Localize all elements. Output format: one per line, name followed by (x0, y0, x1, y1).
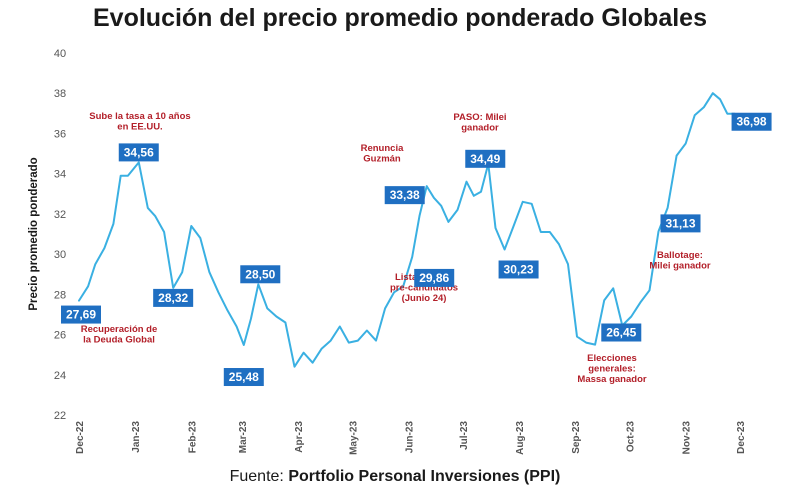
y-tick-label: 26 (54, 330, 66, 342)
annotation-line: la Deuda Global (83, 335, 155, 346)
series-line (78, 92, 736, 368)
x-tick-label: Jan-23 (131, 421, 142, 453)
value-labels: 27,69 34,56 28,32 25,48 28,50 33,38 29,86 34,49… (61, 112, 772, 387)
annotation-line: Sube la tasa a 10 años (89, 111, 190, 122)
annotation-line: pre-candidatos (390, 283, 458, 294)
annotation-line: Massa ganador (577, 374, 646, 385)
chart-title: Evolución del precio promedio ponderado … (93, 4, 707, 32)
value-label-box (660, 214, 701, 233)
x-tick-label: Jun-23 (405, 421, 416, 454)
value-label: 26,45 (601, 323, 642, 342)
value-label-box (601, 323, 642, 342)
value-label-box (118, 143, 159, 162)
value-label-text: 29,86 (419, 271, 449, 285)
x-tick-label: Sep-23 (571, 421, 582, 454)
value-label: 31,13 (660, 214, 701, 233)
value-label-text: 28,32 (158, 291, 188, 305)
annotation-line: generales: (588, 364, 636, 375)
y-tick-label: 32 (54, 209, 66, 221)
y-tick-label: 28 (54, 289, 66, 301)
annotation: Recuperación de la Deuda Global (81, 324, 158, 346)
value-label-box (731, 112, 772, 131)
y-tick-label: 36 (54, 128, 66, 140)
annotation-line: Recuperación de (81, 324, 158, 335)
value-label-text: 34,56 (124, 145, 154, 159)
value-label-text: 31,13 (665, 216, 695, 230)
annotation-line: Ballotage: (657, 250, 703, 261)
source-prefix: Fuente: (230, 468, 289, 485)
annotation-line: Elecciones (587, 353, 637, 364)
value-label-text: 33,38 (390, 188, 420, 202)
annotation-line: Guzmán (363, 154, 401, 165)
value-label-box (153, 288, 194, 307)
value-label-text: 27,69 (66, 308, 96, 322)
value-label-box (240, 265, 281, 284)
source-name: Portfolio Personal Inversiones (PPI) (288, 468, 560, 485)
x-tick-label: May-23 (348, 421, 359, 455)
value-label-text: 30,23 (504, 262, 534, 276)
annotations: Sube la tasa a 10 años en EE.UU. Recuperac… (81, 111, 711, 385)
y-axis-label: Precio promedio ponderado (28, 157, 40, 310)
value-label-text: 28,50 (245, 267, 275, 281)
y-tick-label: 30 (54, 249, 66, 261)
x-tick-label: Dec-22 (75, 421, 86, 454)
value-label: 30,23 (498, 260, 539, 279)
annotation-line: en EE.UU. (117, 122, 162, 133)
value-label-text: 34,49 (470, 152, 500, 166)
value-label-box (465, 149, 506, 168)
y-tick-label: 24 (54, 370, 66, 382)
y-tick-label: 34 (54, 169, 66, 181)
y-tick-label: 22 (54, 410, 66, 422)
x-tick-label: Jul-23 (459, 421, 470, 450)
x-tick-label: Dec-23 (736, 421, 747, 454)
x-tick-label: Mar-23 (238, 421, 249, 454)
x-tick-label: Feb-23 (187, 421, 198, 454)
x-tick-label: Aug-23 (515, 421, 526, 455)
value-label-text: 25,48 (229, 370, 259, 384)
annotation: Elecciones generales: Massa ganador (577, 353, 646, 385)
value-label-box (223, 368, 264, 387)
value-label: 36,98 (731, 112, 772, 131)
value-label-text: 26,45 (606, 326, 636, 340)
y-tick-label: 38 (54, 88, 66, 100)
annotation: Ballotage: Milei ganador (649, 250, 711, 272)
value-label: 27,69 (61, 305, 101, 324)
x-tick-label: Apr-23 (294, 421, 305, 453)
value-label: 33,38 (384, 186, 425, 205)
value-label-text: 36,98 (737, 115, 767, 129)
value-label: 34,49 (465, 149, 506, 168)
y-tick-label: 40 (54, 48, 66, 60)
annotation-line: Renuncia (361, 143, 404, 154)
annotation-line: ganador (461, 123, 499, 134)
value-label: 29,86 (414, 268, 455, 287)
x-tick-label: Oct-23 (626, 421, 637, 453)
annotation-line: PASO: Milei (453, 112, 506, 123)
value-label: 34,56 (118, 143, 159, 162)
y-axis-ticks: 22 24 26 28 30 32 34 36 38 40 (54, 48, 66, 422)
annotation-line: (Junio 24) (402, 293, 447, 304)
annotation: PASO: Milei ganador (453, 112, 506, 134)
annotation: Renuncia Guzmán (361, 143, 404, 165)
value-label: 28,32 (153, 288, 194, 307)
value-label-box (61, 305, 101, 324)
annotation-line: Milei ganador (649, 261, 711, 272)
x-axis-ticks: Dec-22 Jan-23 Feb-23 Mar-23 Apr-23 May-23 Jun-… (75, 421, 747, 455)
value-label-box (414, 268, 455, 287)
x-tick-label: Nov-23 (682, 421, 693, 455)
value-label-box (498, 260, 539, 279)
source-note: Fuente: Portfolio Personal Inversiones (… (230, 468, 561, 485)
annotation: Sube la tasa a 10 años en EE.UU. (89, 111, 190, 133)
value-label: 28,50 (240, 265, 281, 284)
value-label: 25,48 (223, 368, 264, 387)
value-label-box (384, 186, 425, 205)
